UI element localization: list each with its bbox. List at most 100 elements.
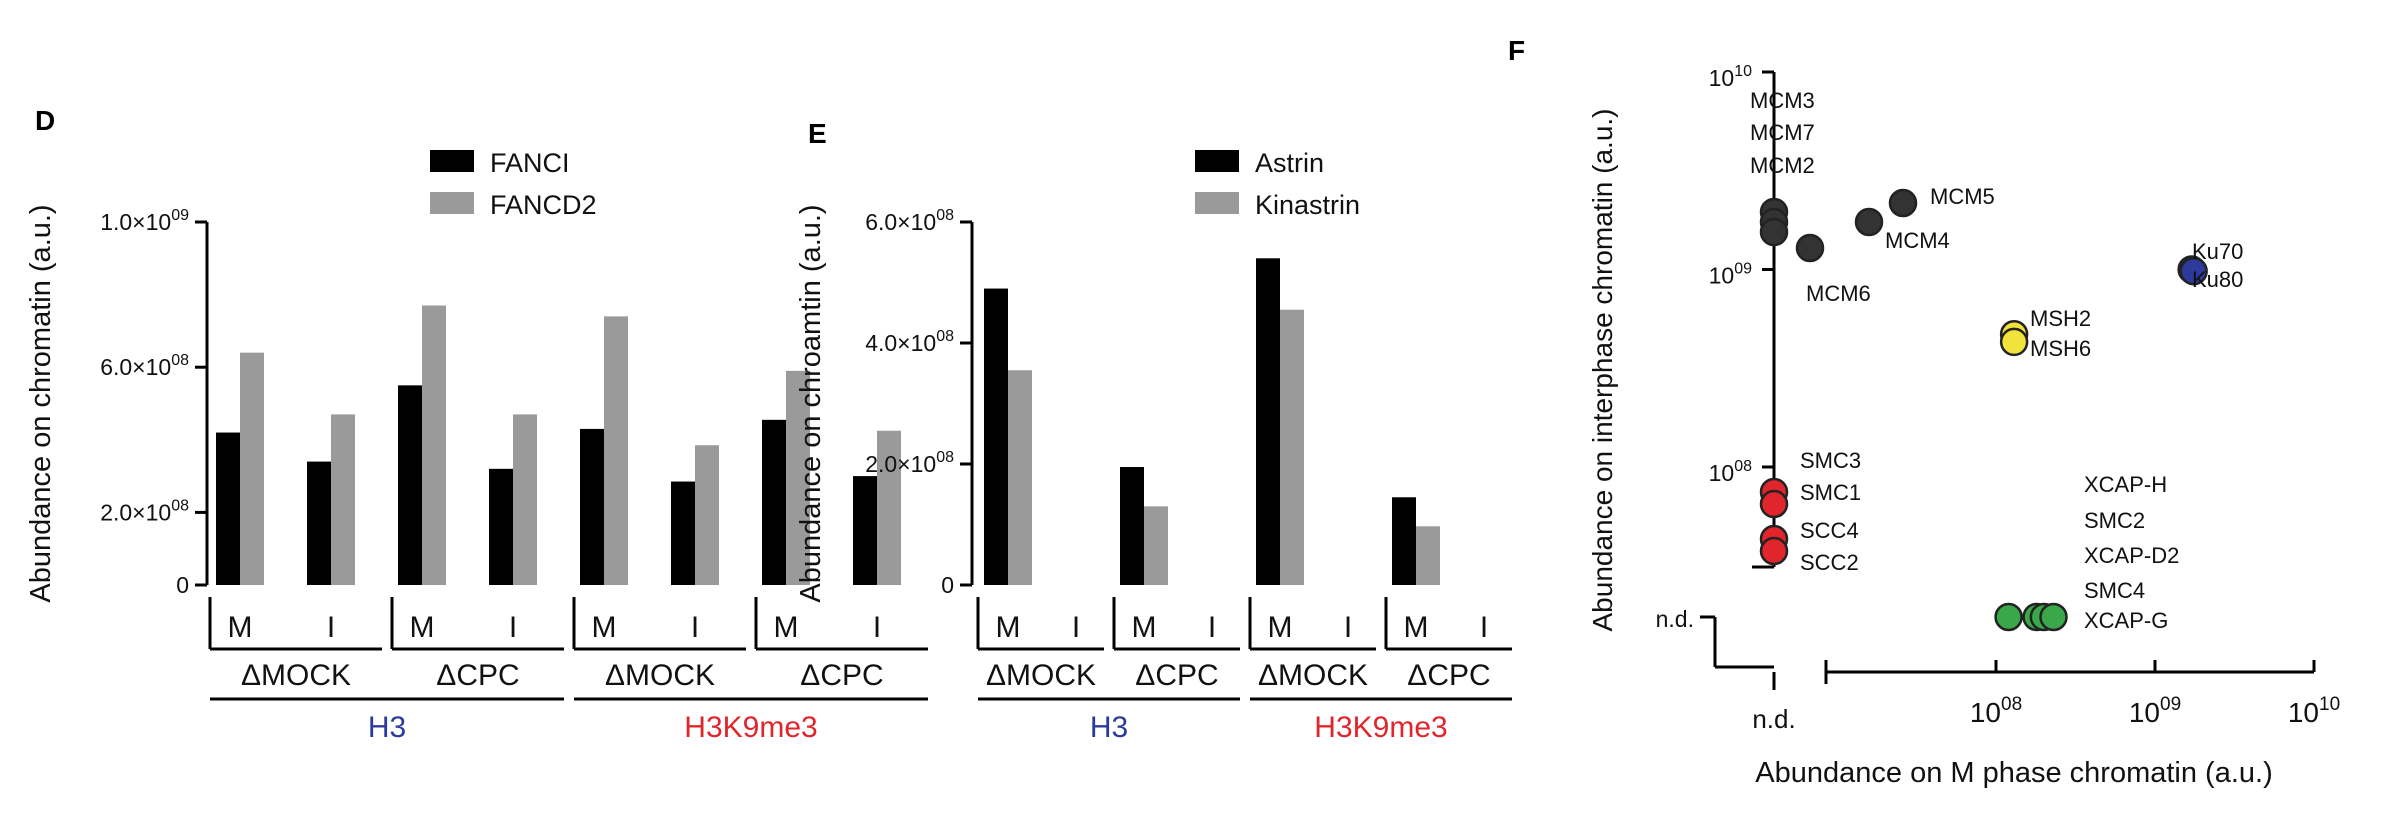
group-label: ΔCPC (436, 659, 519, 692)
y-axis-label: Abundance on chroamtin (a.u.) (795, 204, 827, 602)
group-label: ΔMOCK (605, 659, 715, 692)
point-label: MCM2 (1750, 153, 1815, 178)
x-nd-label: n.d. (1752, 704, 1795, 734)
data-point (1854, 207, 1884, 237)
point-label: SMC2 (2084, 508, 2145, 533)
category-label: M (1132, 611, 1157, 644)
bar-FANCI (307, 461, 331, 585)
bar-Kinastrin (1280, 309, 1304, 585)
bar-FANCD2 (604, 316, 628, 585)
y-tick-label: 6.0×1008 (865, 207, 954, 235)
legend-swatch (1195, 192, 1239, 214)
bar-FANCI (580, 428, 604, 585)
bar-FANCD2 (786, 370, 810, 585)
bar-Kinastrin (1008, 370, 1032, 585)
bar-FANCI (489, 468, 513, 585)
category-label: M (996, 611, 1021, 644)
bar-Astrin (1256, 258, 1280, 585)
supergroup-label: H3K9me3 (1314, 711, 1447, 744)
group-label: ΔMOCK (241, 659, 351, 692)
legend-label: Kinastrin (1255, 190, 1360, 220)
category-label: I (1208, 611, 1216, 644)
legend-label: FANCI (490, 148, 570, 178)
y-tick-label: 0 (176, 572, 189, 598)
data-point (1759, 489, 1789, 519)
category-label: I (1072, 611, 1080, 644)
panel-letter-F: F (1508, 35, 1525, 66)
point-label: MSH2 (2030, 306, 2091, 331)
y-tick-label: 2.0×1008 (865, 449, 954, 477)
bar-FANCD2 (422, 305, 446, 585)
supergroup-label: H3 (368, 711, 406, 744)
bar-Kinastrin (1144, 506, 1168, 585)
bar-FANCI (216, 432, 240, 585)
bar-Kinastrin (1416, 526, 1440, 585)
category-label: I (1344, 611, 1352, 644)
data-point (1994, 602, 2023, 632)
point-label: XCAP-D2 (2084, 543, 2179, 568)
point-label: SCC2 (1800, 550, 1859, 575)
point-label: MCM6 (1806, 281, 1871, 306)
category-label: I (327, 611, 335, 644)
group-label: ΔCPC (1135, 659, 1218, 692)
category-label: M (228, 611, 253, 644)
point-label: SMC3 (1800, 448, 1861, 473)
y-tick-label: 6.0×1008 (100, 352, 189, 380)
bar-FANCI (853, 476, 877, 585)
point-label: SCC4 (1800, 518, 1859, 543)
legend-label: FANCD2 (490, 190, 597, 220)
data-point (1999, 327, 2029, 357)
bar-Astrin (1120, 467, 1144, 585)
group-label: ΔCPC (1407, 659, 1490, 692)
point-label: MCM3 (1750, 88, 1815, 113)
point-label: XCAP-H (2084, 472, 2167, 497)
bar-FANCD2 (240, 352, 264, 585)
y-tick-label: 2.0×1008 (100, 497, 189, 525)
bar-FANCI (398, 385, 422, 585)
y-axis-label: Abundance on chromatin (a.u.) (25, 204, 57, 602)
point-label: SMC1 (1800, 480, 1861, 505)
y-tick-label: 1008 (1709, 458, 1752, 486)
category-label: I (873, 611, 881, 644)
panel-letter-E: E (808, 118, 827, 149)
legend-swatch (430, 192, 474, 214)
bar-FANCI (762, 419, 786, 585)
category-label: M (1268, 611, 1293, 644)
category-label: I (691, 611, 699, 644)
y-tick-label: 1.0×1009 (100, 207, 189, 235)
bar-Astrin (1392, 497, 1416, 585)
legend-label: Astrin (1255, 148, 1324, 178)
data-point (2039, 602, 2068, 632)
category-label: I (509, 611, 517, 644)
x-tick-label: 1008 (1970, 694, 2022, 728)
legend-swatch (430, 150, 474, 172)
category-label: M (1404, 611, 1429, 644)
point-label: MCM4 (1885, 228, 1950, 253)
data-point (2179, 256, 2208, 286)
y-tick-label: 0 (941, 572, 954, 598)
group-label: ΔMOCK (986, 659, 1096, 692)
bar-Astrin (984, 288, 1008, 585)
supergroup-label: H3 (1090, 711, 1128, 744)
bar-FANCD2 (331, 414, 355, 585)
panel-letter-D: D (35, 105, 55, 136)
bar-FANCI (671, 481, 695, 585)
category-label: M (410, 611, 435, 644)
x-tick-label: 1010 (2288, 694, 2340, 728)
data-point (1795, 233, 1825, 263)
point-label: MSH6 (2030, 336, 2091, 361)
data-point (1759, 217, 1789, 247)
y-tick-label: 1010 (1709, 63, 1752, 91)
category-label: M (774, 611, 799, 644)
point-label: MCM7 (1750, 120, 1815, 145)
data-point (1759, 536, 1789, 566)
legend-swatch (1195, 150, 1239, 172)
category-label: M (592, 611, 617, 644)
point-label: Ku70 (2192, 239, 2243, 264)
y-tick-label: 1009 (1709, 261, 1752, 289)
group-label: ΔMOCK (1258, 659, 1368, 692)
data-point (1888, 188, 1918, 218)
point-label: MCM5 (1930, 184, 1995, 209)
x-tick-label: 1009 (2129, 694, 2181, 728)
